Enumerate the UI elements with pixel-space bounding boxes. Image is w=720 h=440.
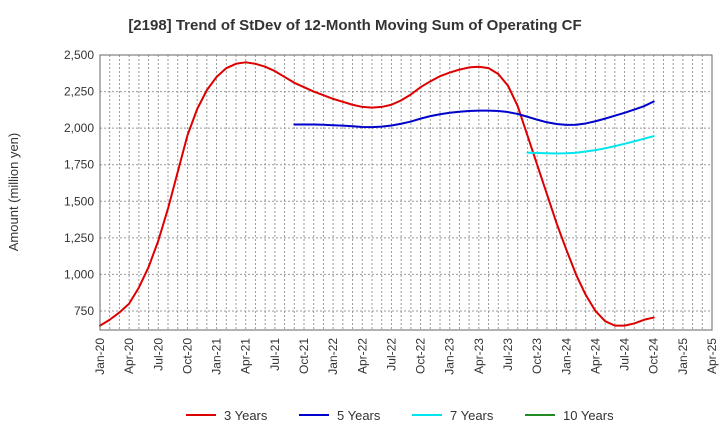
y-tick-label: 1,000 <box>64 267 94 281</box>
series-line <box>99 61 655 327</box>
y-tick-label: 2,250 <box>64 85 94 99</box>
x-tick-label: Jul-21 <box>268 338 282 371</box>
x-tick-label: Jan-20 <box>93 338 107 375</box>
y-tick-label: 2,000 <box>64 121 94 135</box>
x-tick-label: Apr-25 <box>705 338 719 374</box>
x-tick-label: Apr-20 <box>122 338 136 374</box>
y-tick-label: 750 <box>74 304 94 318</box>
series-line <box>293 100 655 129</box>
legend-entry-label: 3 Years <box>224 408 268 423</box>
x-tick-label: Oct-22 <box>414 338 428 374</box>
x-tick-label: Oct-21 <box>297 338 311 374</box>
y-axis-label: Amount (million yen) <box>6 133 21 252</box>
legend-entry-label: 7 Years <box>450 408 494 423</box>
grid <box>100 54 712 330</box>
x-tick-label: Apr-24 <box>588 338 602 374</box>
x-tick-label: Oct-24 <box>647 338 661 374</box>
y-axis-ticks: 750 1,000 1,250 1,500 1,750 2,000 2,250 2,500 <box>64 48 94 318</box>
x-tick-label: Oct-23 <box>530 338 544 374</box>
x-axis-ticks: Jan-20 Apr-20 Jul-20 Oct-20 Jan-21 Apr-21 Jul-… <box>93 338 719 375</box>
y-tick-label: 1,750 <box>64 158 94 172</box>
x-tick-label: Apr-22 <box>355 338 369 374</box>
x-tick-label: Jan-22 <box>326 338 340 375</box>
x-tick-label: Apr-23 <box>472 338 486 374</box>
y-tick-label: 2,500 <box>64 48 94 62</box>
y-tick-label: 1,500 <box>64 194 94 208</box>
legend-entry-label: 5 Years <box>337 408 381 423</box>
x-tick-label: Jan-24 <box>559 338 573 375</box>
x-tick-label: Jan-21 <box>210 338 224 375</box>
legend-entry-label: 10 Years <box>563 408 614 423</box>
x-tick-label: Oct-20 <box>180 338 194 374</box>
plot-area-frame <box>99 54 713 331</box>
y-tick-label: 1,250 <box>64 231 94 245</box>
x-tick-label: Jul-22 <box>384 338 398 371</box>
series-line <box>526 135 655 155</box>
series-lines <box>99 61 655 327</box>
legend: 3 Years 5 Years 7 Years 10 Years <box>186 408 614 423</box>
x-tick-label: Apr-21 <box>239 338 253 374</box>
x-tick-label: Jan-23 <box>443 338 457 375</box>
x-tick-label: Jan-25 <box>676 338 690 375</box>
x-tick-label: Jul-24 <box>618 338 632 371</box>
x-tick-label: Jul-20 <box>151 338 165 371</box>
x-tick-label: Jul-23 <box>501 338 515 371</box>
chart-title: [2198] Trend of StDev of 12-Month Moving… <box>128 17 581 34</box>
